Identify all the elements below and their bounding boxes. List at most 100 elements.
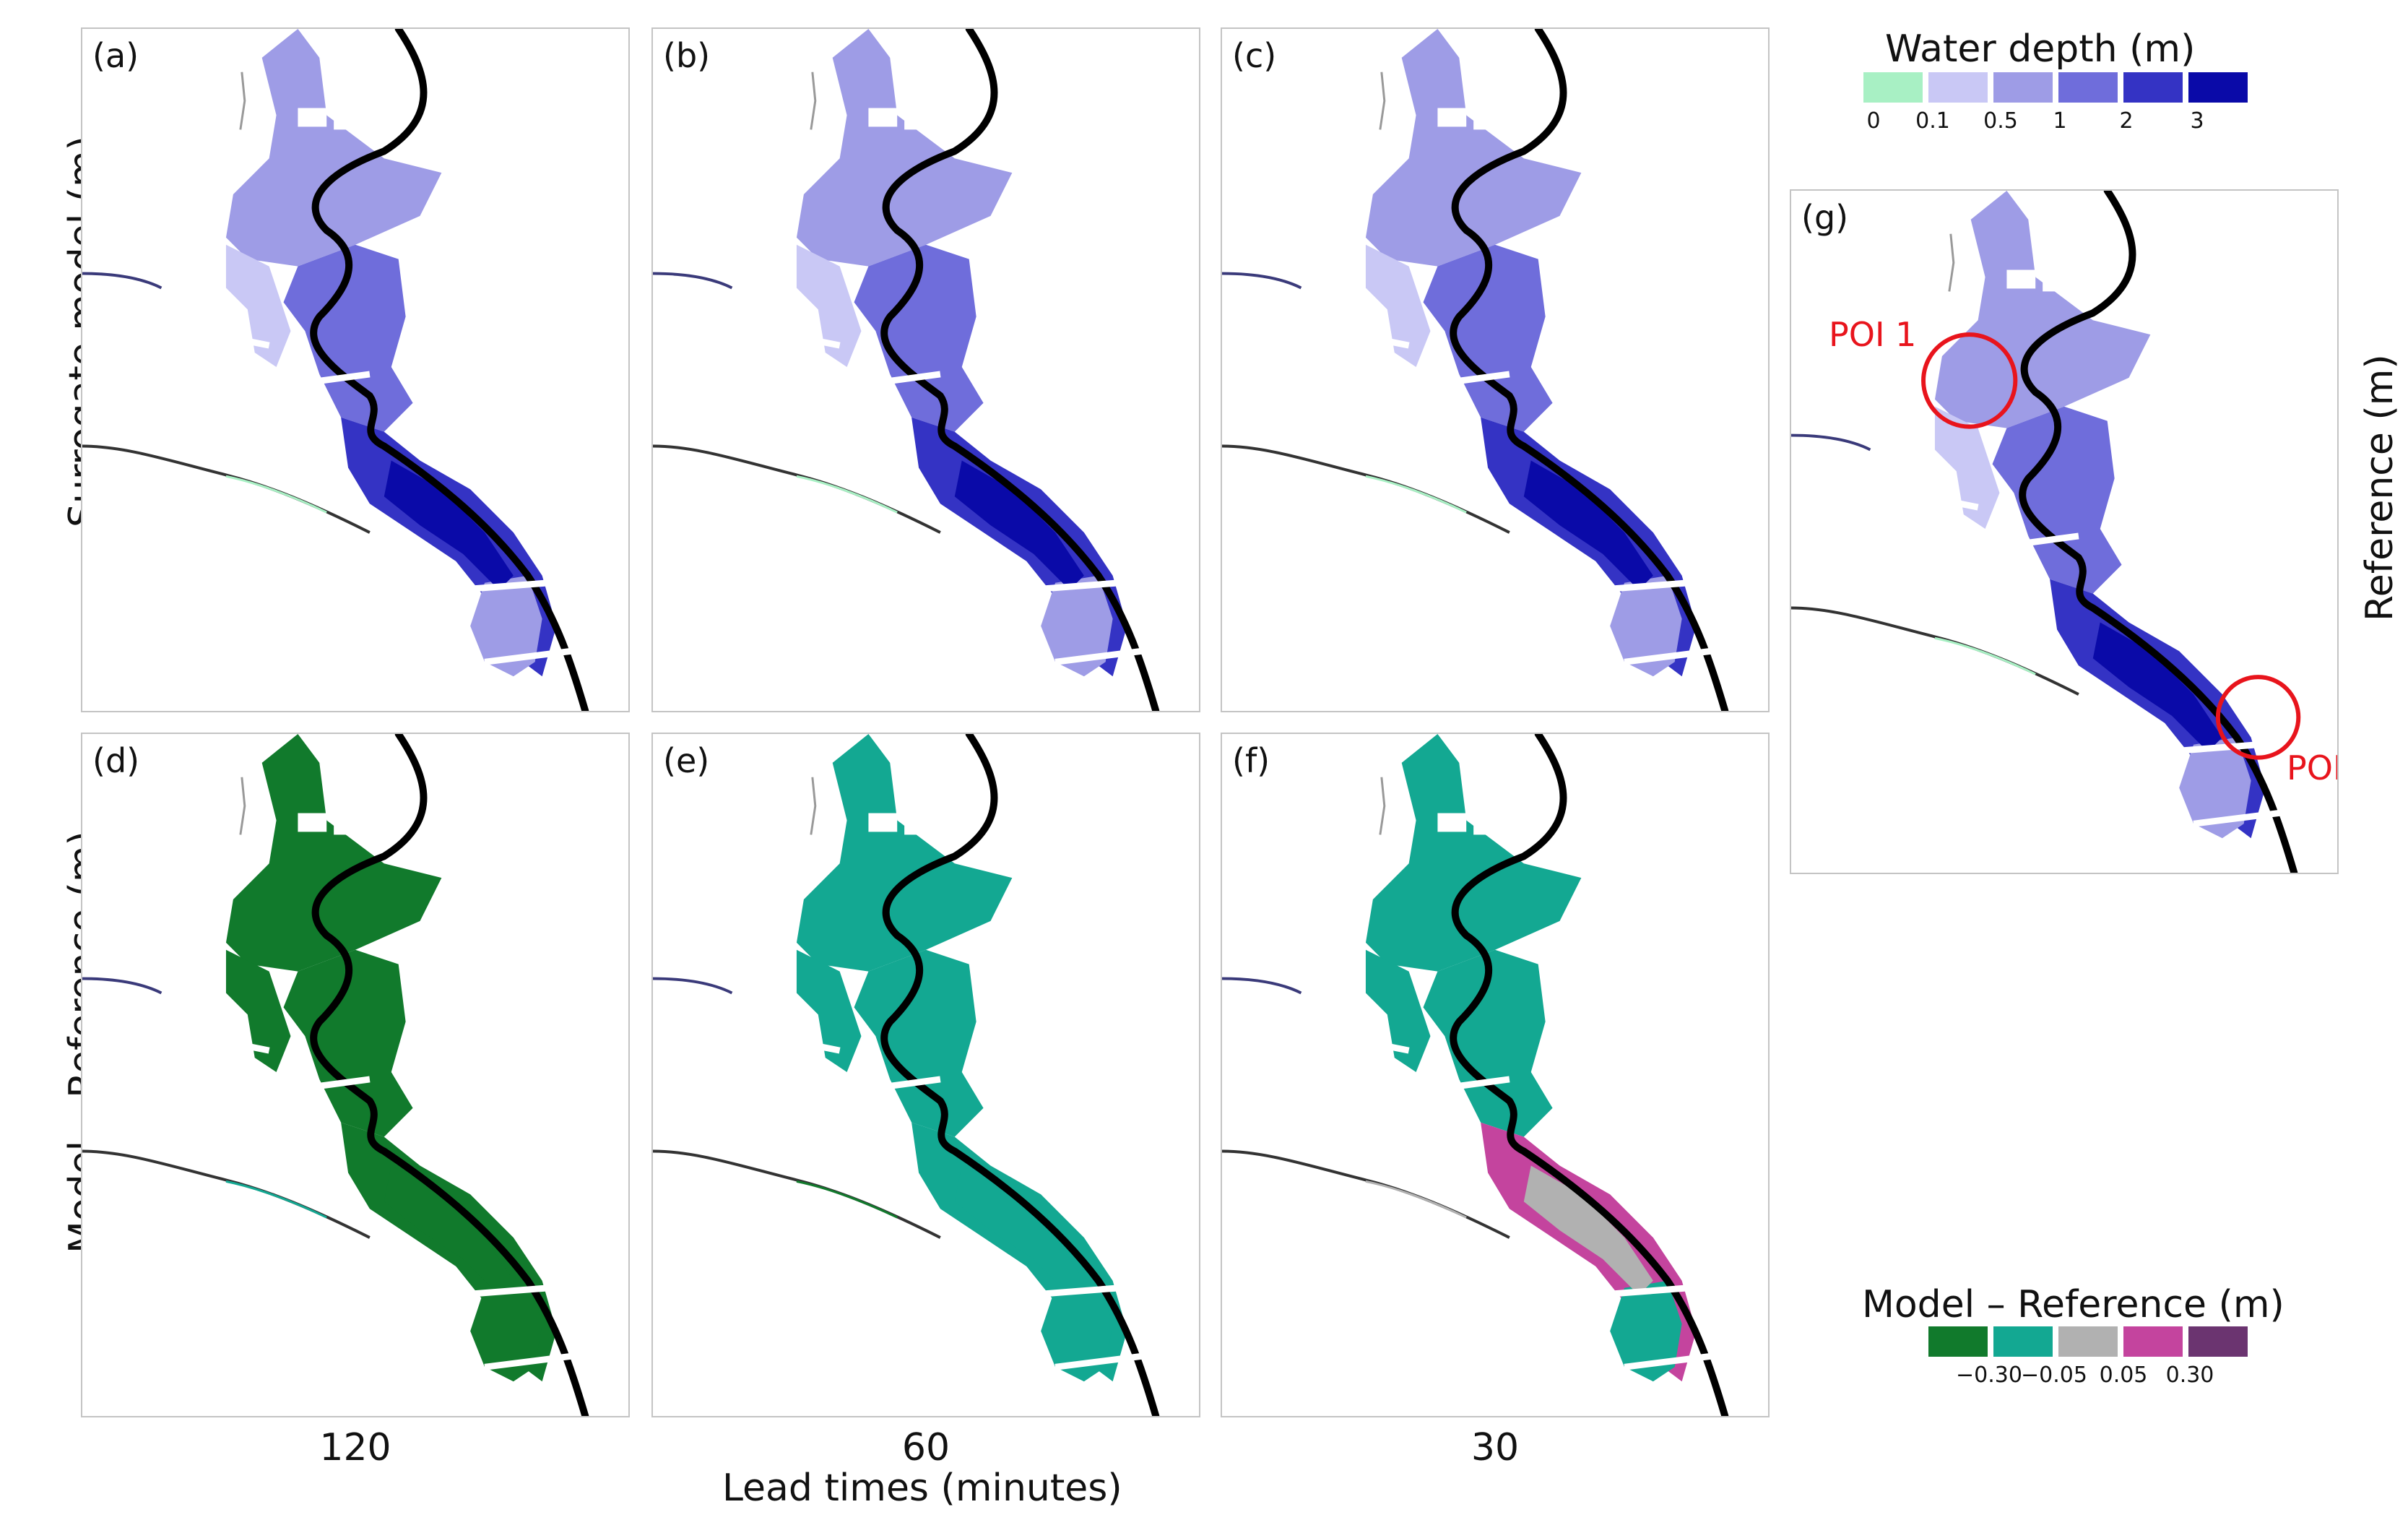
tributary-lower	[1222, 1149, 1510, 1239]
urban-block	[904, 820, 926, 835]
river-channel	[1450, 29, 1729, 711]
road-crossing	[1624, 644, 1740, 665]
flood-area-mid	[854, 949, 984, 1137]
row-label-reference: Reference (m)	[2358, 354, 2401, 621]
urban-block	[1473, 115, 1495, 130]
legend-diff-tick-label: −0.30	[1956, 1363, 2022, 1388]
tributary-upper	[1222, 272, 1302, 290]
tributary-upper	[653, 977, 733, 995]
tributary-lower	[82, 444, 371, 534]
tributary-edge	[225, 475, 327, 514]
urban-block	[298, 813, 327, 832]
map-panel-g: (g) POI 1 POI 2	[1790, 189, 2339, 874]
tributary-edge	[796, 1180, 898, 1219]
panel-label: (a)	[92, 36, 139, 75]
flood-area-deep-core	[954, 1165, 1084, 1295]
urban-block	[868, 813, 898, 832]
poi-2-circle	[2215, 675, 2301, 760]
legend-depth-tick-label: 3	[2190, 108, 2204, 134]
flood-area-deep-core	[384, 1165, 514, 1295]
flood-area-north	[1365, 29, 1582, 267]
poi-markers	[1921, 332, 2301, 760]
map-panel-a: (a)	[81, 27, 630, 712]
legend-diff-swatch-1	[1993, 1326, 2053, 1357]
urban-block	[334, 115, 355, 130]
small-channel	[810, 72, 817, 130]
road-crossing	[2193, 806, 2309, 827]
flood-area-west	[1365, 244, 1431, 368]
flood-area-deep-core	[384, 460, 514, 590]
tributary-edge	[1934, 636, 2036, 675]
legend-depth-swatch-5	[2188, 72, 2248, 103]
road-crossing	[767, 327, 841, 349]
road-crossing	[196, 1032, 270, 1054]
legend-depth: 0 0.1 0.5 1 2 3	[1863, 72, 2268, 137]
flood-area-west	[225, 949, 291, 1073]
legend-depth-swatch-2	[1993, 72, 2053, 103]
panel-label: (c)	[1232, 36, 1277, 75]
legend-diff-swatch-3	[2123, 1326, 2183, 1357]
flood-area-deep-core	[1523, 460, 1653, 590]
flood-area-basin	[1610, 575, 1682, 677]
river-channel	[880, 734, 1160, 1416]
legend-depth-tick-label: 2	[2119, 108, 2134, 134]
road-crossing	[1026, 579, 1120, 594]
small-channel	[1948, 233, 1955, 292]
road-crossing	[1026, 1284, 1120, 1299]
road-crossing	[261, 1076, 371, 1097]
panel-label: (d)	[92, 741, 140, 780]
road-crossing	[484, 644, 600, 665]
road-crossing	[261, 371, 371, 392]
flood-area-deep-core	[2092, 622, 2222, 752]
tributary-edge	[1365, 1180, 1467, 1219]
flood-area-north	[796, 29, 1013, 267]
urban-block	[2006, 269, 2036, 289]
flood-area-basin	[470, 1280, 542, 1382]
urban-block	[904, 115, 926, 130]
flood-area-mid	[283, 244, 413, 432]
legend-depth-swatch-0	[1863, 72, 1923, 103]
road-crossing	[1624, 1349, 1740, 1370]
legend-diff-swatch-2	[2058, 1326, 2118, 1357]
flood-area-mid	[1423, 949, 1553, 1137]
flood-area-west	[796, 244, 862, 368]
lead-time-60: 60	[901, 1426, 950, 1469]
panel-label: (g)	[1801, 198, 1849, 237]
road-crossing	[1401, 371, 1510, 392]
legend-depth-swatch-3	[2058, 72, 2118, 103]
legend-depth-swatch-4	[2123, 72, 2183, 103]
road-crossing	[1054, 644, 1171, 665]
flood-area-basin	[1041, 575, 1113, 677]
tributary-lower	[82, 1149, 371, 1239]
tributary-edge	[796, 475, 898, 514]
tributary-upper	[82, 272, 163, 290]
road-crossing	[832, 1076, 941, 1097]
flood-area-west	[225, 244, 291, 368]
poi-1-circle	[1921, 332, 2018, 429]
road-crossing	[1336, 1032, 1410, 1054]
small-channel	[1379, 72, 1386, 130]
road-crossing	[1970, 532, 2079, 554]
flood-area-deep-core	[954, 460, 1084, 590]
poi-1-label: POI 1	[1829, 315, 1917, 354]
road-crossing	[1595, 579, 1689, 594]
x-axis-title: Lead times (minutes)	[722, 1467, 1122, 1510]
legend-diff: −0.30 −0.05 0.05 0.30	[1928, 1326, 2261, 1391]
small-channel	[239, 72, 246, 130]
tributary-upper	[82, 977, 163, 995]
flood-area-mid	[854, 244, 984, 432]
road-crossing	[2164, 741, 2258, 756]
river-channel	[1450, 734, 1729, 1416]
urban-block	[334, 820, 355, 835]
road-crossing	[455, 1284, 550, 1299]
tributary-lower	[653, 1149, 941, 1239]
river-channel	[310, 734, 589, 1416]
lead-time-120: 120	[319, 1426, 391, 1469]
legend-depth-tick-label: 0.5	[1983, 108, 2018, 134]
legend-diff-swatch-4	[2188, 1326, 2248, 1357]
panel-label: (e)	[663, 741, 710, 780]
tributary-upper	[653, 272, 733, 290]
road-crossing	[1905, 489, 1979, 511]
road-crossing	[1401, 1076, 1510, 1097]
tributary-lower	[653, 444, 941, 534]
